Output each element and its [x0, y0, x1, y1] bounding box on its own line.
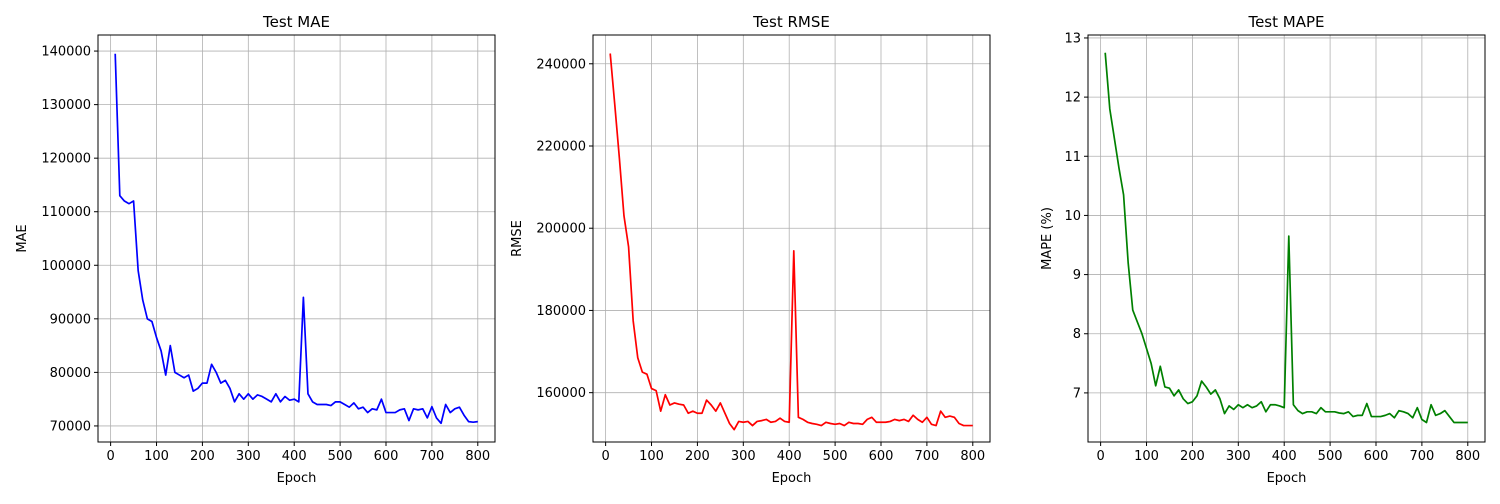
mape-y-axis-label: MAPE (%) — [1040, 207, 1055, 270]
mae-x-axis-label: Epoch — [277, 471, 317, 486]
mape-x-tick-label: 100 — [1134, 449, 1159, 464]
mape-x-tick-label: 200 — [1180, 449, 1205, 464]
mae-y-tick-label: 140000 — [41, 45, 91, 60]
rmse-y-tick-label: 180000 — [536, 304, 586, 319]
rmse-y-tick-label: 200000 — [536, 222, 586, 237]
mae-y-tick-label: 110000 — [41, 205, 91, 220]
mape-y-tick-label: 12 — [1064, 91, 1081, 106]
mae-x-tick-label: 0 — [106, 449, 114, 464]
rmse-y-tick-label: 240000 — [536, 57, 586, 72]
mae-x-tick-label: 400 — [282, 449, 307, 464]
mape-y-tick-label: 11 — [1064, 150, 1081, 165]
mae-y-tick-label: 100000 — [41, 259, 91, 274]
mape-x-tick-label: 500 — [1318, 449, 1343, 464]
rmse-x-tick-label: 400 — [777, 449, 802, 464]
mape-y-tick-label: 13 — [1064, 31, 1081, 46]
mae-y-tick-label: 90000 — [50, 312, 91, 327]
mape-y-tick-label: 8 — [1073, 327, 1081, 342]
mae-y-tick-label: 120000 — [41, 152, 91, 167]
mae-y-tick-label: 130000 — [41, 98, 91, 113]
mape-y-tick-label: 9 — [1073, 268, 1081, 283]
rmse-x-tick-label: 300 — [731, 449, 756, 464]
mape-x-tick-label: 300 — [1226, 449, 1251, 464]
mape-x-tick-label: 700 — [1409, 449, 1434, 464]
mae-axes-frame — [97, 34, 496, 443]
mape-x-tick-label: 600 — [1364, 449, 1389, 464]
mae-x-tick-label: 600 — [374, 449, 399, 464]
mape-y-tick-label: 7 — [1073, 386, 1081, 401]
rmse-x-tick-label: 500 — [823, 449, 848, 464]
mae-x-tick-label: 200 — [190, 449, 215, 464]
panel-rmse: Test RMSE Epoch RMSE 0 100 200 300 400 500 600… — [510, 13, 991, 486]
rmse-x-tick-label: 700 — [914, 449, 939, 464]
mae-y-tick-label: 70000 — [50, 419, 91, 434]
panel-mape: Test MAPE Epoch MAPE (%) 0 100 200 300 400 50… — [1040, 13, 1486, 486]
rmse-x-tick-label: 600 — [869, 449, 894, 464]
mae-series-line — [114, 53, 478, 425]
rmse-y-tick-label: 160000 — [536, 386, 586, 401]
mape-chart-title: Test MAPE — [1247, 13, 1324, 31]
mape-x-axis-label: Epoch — [1267, 471, 1307, 486]
rmse-chart-title: Test RMSE — [752, 13, 830, 31]
rmse-x-tick-label: 800 — [960, 449, 985, 464]
rmse-x-axis-label: Epoch — [772, 471, 812, 486]
mae-x-tick-label: 700 — [419, 449, 444, 464]
mae-x-tick-label: 300 — [236, 449, 261, 464]
mape-axes-frame — [1087, 34, 1486, 443]
mae-x-tick-label: 500 — [328, 449, 353, 464]
mae-y-axis-label: MAE — [15, 224, 30, 252]
mae-x-tick-label: 800 — [465, 449, 490, 464]
mape-y-tick-label: 10 — [1064, 209, 1081, 224]
rmse-y-axis-label: RMSE — [510, 220, 525, 257]
rmse-x-tick-label: 100 — [639, 449, 664, 464]
rmse-x-tick-label: 200 — [685, 449, 710, 464]
mae-chart-title: Test MAE — [262, 13, 330, 31]
mae-x-tick-label: 100 — [144, 449, 169, 464]
mape-x-tick-label: 0 — [1096, 449, 1104, 464]
panel-mae: Test MAE Epoch MAE 0 100 200 300 400 500 600 70… — [15, 13, 496, 486]
mape-x-tick-label: 800 — [1455, 449, 1480, 464]
rmse-x-tick-label: 0 — [601, 449, 609, 464]
rmse-y-tick-label: 220000 — [536, 140, 586, 155]
mape-x-tick-label: 400 — [1272, 449, 1297, 464]
mae-y-tick-label: 80000 — [50, 366, 91, 381]
rmse-series-line — [609, 53, 973, 431]
rmse-axes-frame — [592, 34, 991, 443]
mape-series-line — [1104, 52, 1468, 424]
